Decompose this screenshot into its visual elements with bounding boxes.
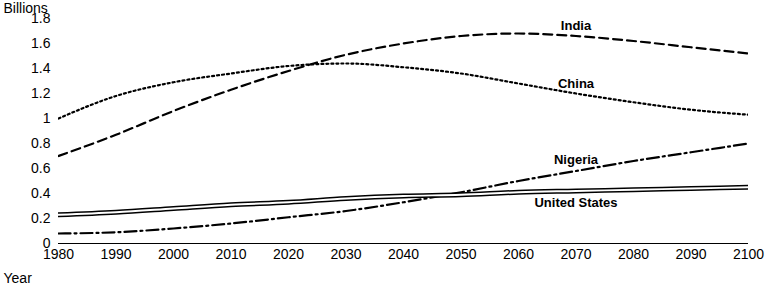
svg-text:0.4: 0.4 <box>31 185 51 201</box>
svg-text:2060: 2060 <box>503 246 534 262</box>
svg-text:0.8: 0.8 <box>31 135 51 151</box>
svg-text:2070: 2070 <box>560 246 591 262</box>
svg-text:2020: 2020 <box>273 246 304 262</box>
svg-text:0.2: 0.2 <box>31 210 51 226</box>
svg-text:2010: 2010 <box>215 246 246 262</box>
svg-text:2090: 2090 <box>675 246 706 262</box>
svg-text:China: China <box>558 76 595 91</box>
svg-text:1980: 1980 <box>42 246 75 263</box>
svg-text:2050: 2050 <box>445 246 476 262</box>
svg-text:1.4: 1.4 <box>31 60 51 76</box>
svg-text:1.8: 1.8 <box>31 10 51 26</box>
svg-text:0.6: 0.6 <box>31 160 51 176</box>
svg-text:2030: 2030 <box>330 246 361 262</box>
svg-text:1990: 1990 <box>100 246 131 262</box>
svg-text:United States: United States <box>534 195 617 210</box>
svg-text:0: 0 <box>43 235 51 251</box>
svg-text:Nigeria: Nigeria <box>554 152 599 167</box>
svg-text:2040: 2040 <box>388 246 419 262</box>
svg-text:Billions: Billions <box>4 0 48 16</box>
svg-text:Year: Year <box>4 270 33 285</box>
svg-text:1: 1 <box>43 110 51 126</box>
svg-text:1.6: 1.6 <box>31 35 51 51</box>
svg-text:2100: 2100 <box>733 246 764 262</box>
svg-text:2000: 2000 <box>158 246 189 262</box>
svg-text:India: India <box>561 18 592 33</box>
svg-text:2080: 2080 <box>618 246 649 262</box>
svg-text:1.2: 1.2 <box>31 85 51 101</box>
